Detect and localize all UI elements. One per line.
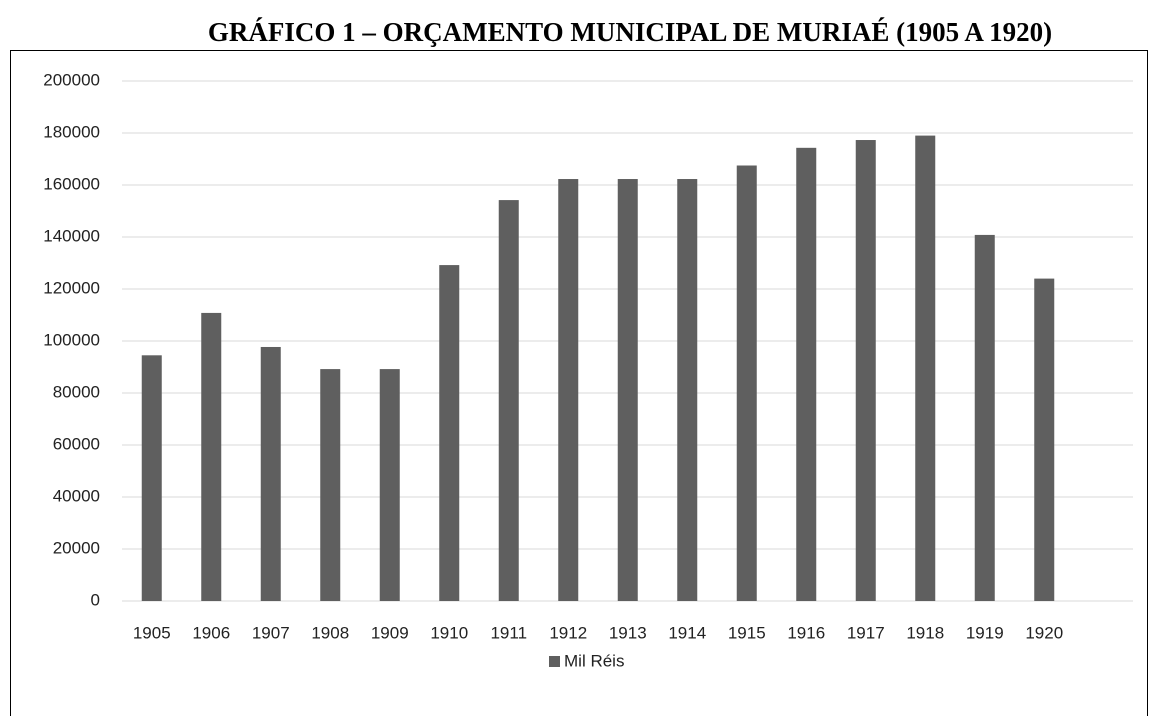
bar — [915, 135, 936, 601]
bar — [796, 147, 817, 601]
x-tick-label: 1906 — [192, 623, 230, 642]
bar — [677, 179, 698, 601]
legend-label: Mil Réis — [564, 651, 624, 670]
x-tick-label: 1909 — [371, 623, 409, 642]
y-tick-label: 160000 — [43, 174, 100, 193]
x-tick-label: 1917 — [847, 623, 885, 642]
y-tick-label: 120000 — [43, 278, 100, 297]
chart-title: GRÁFICO 1 – ORÇAMENTO MUNICIPAL DE MURIA… — [208, 17, 1052, 47]
y-tick-label: 100000 — [43, 330, 100, 349]
y-tick-label: 20000 — [53, 538, 100, 557]
x-tick-label: 1907 — [252, 623, 290, 642]
chart-frame — [10, 50, 1148, 716]
y-tick-label: 180000 — [43, 122, 100, 141]
x-tick-label: 1920 — [1025, 623, 1063, 642]
bar — [141, 355, 162, 601]
bar — [974, 234, 995, 602]
x-tick-label: 1914 — [668, 623, 706, 642]
y-tick-label: 200000 — [43, 70, 100, 89]
bar — [1034, 278, 1055, 601]
x-tick-label: 1911 — [490, 623, 527, 642]
x-tick-label: 1918 — [906, 623, 944, 642]
bar — [379, 369, 400, 601]
y-tick-label: 0 — [91, 590, 100, 609]
bar — [320, 369, 341, 601]
x-tick-label: 1905 — [133, 623, 171, 642]
legend-swatch — [549, 656, 560, 667]
x-tick-label: 1919 — [966, 623, 1004, 642]
bar — [617, 179, 638, 601]
y-tick-label: 140000 — [43, 226, 100, 245]
x-tick-label: 1908 — [311, 623, 349, 642]
y-tick-label: 40000 — [53, 486, 100, 505]
x-tick-label: 1910 — [430, 623, 468, 642]
bar — [498, 200, 519, 601]
bar — [439, 265, 460, 601]
x-tick-label: 1913 — [609, 623, 647, 642]
bar — [736, 165, 757, 601]
y-tick-label: 60000 — [53, 434, 100, 453]
x-tick-label: 1912 — [549, 623, 587, 642]
bar — [260, 346, 281, 601]
y-tick-label: 80000 — [53, 382, 100, 401]
x-tick-label: 1916 — [787, 623, 825, 642]
bar — [558, 179, 579, 601]
x-tick-label: 1915 — [728, 623, 766, 642]
bar — [855, 140, 876, 601]
bar — [201, 312, 222, 601]
